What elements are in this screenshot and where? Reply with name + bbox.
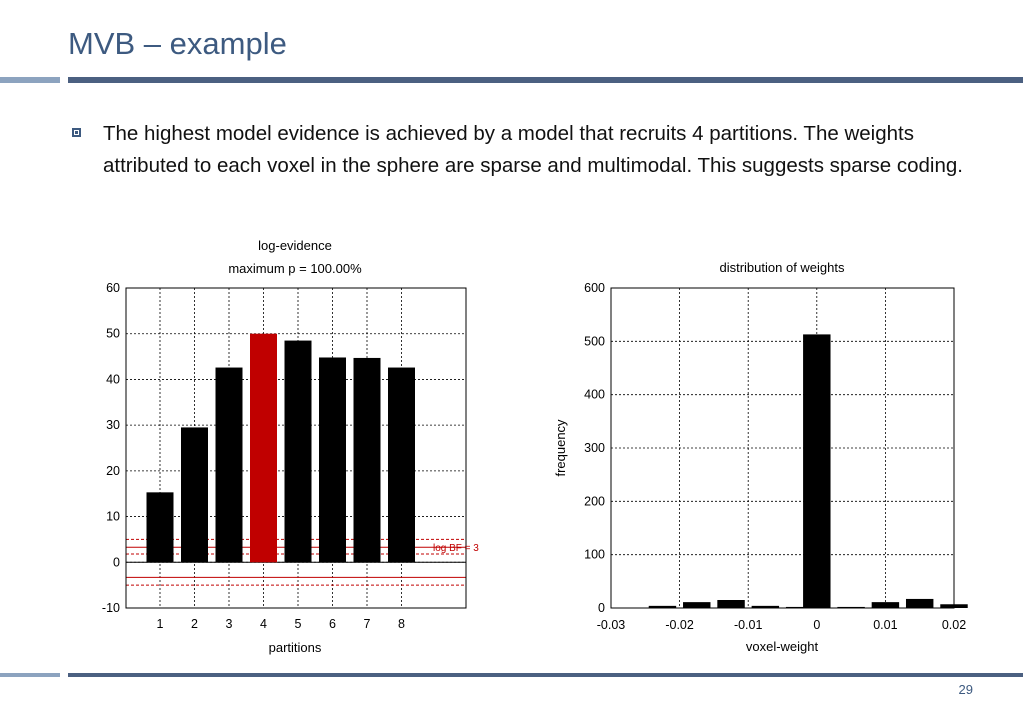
page-number: 29 bbox=[958, 682, 973, 697]
plot-frame bbox=[125, 287, 467, 609]
x-tick-label: 0.02 bbox=[942, 618, 966, 632]
bar bbox=[215, 367, 243, 563]
log-evidence-chart: log-evidence maximum p = 100.00% -10 0 10 2… bbox=[102, 238, 479, 655]
y-tick-label: 200 bbox=[584, 494, 605, 508]
title-rule bbox=[68, 77, 1023, 83]
x-tick-label: 5 bbox=[295, 617, 302, 631]
x-tick-label: 3 bbox=[226, 617, 233, 631]
histogram-bar bbox=[871, 602, 900, 608]
title-rule-accent bbox=[0, 77, 60, 83]
x-tick-label: 1 bbox=[157, 617, 164, 631]
x-axis-label: voxel-weight bbox=[746, 639, 819, 654]
footer-rule-accent bbox=[0, 673, 60, 677]
bar bbox=[388, 367, 415, 563]
x-tick-label: 2 bbox=[191, 617, 198, 631]
x-tick-labels: -0.03 -0.02 -0.01 0 0.01 0.02 bbox=[597, 618, 966, 632]
x-tick-label: 8 bbox=[398, 617, 405, 631]
y-tick-label: 40 bbox=[106, 372, 120, 386]
y-tick-label: -10 bbox=[102, 601, 120, 615]
y-tick-label: 0 bbox=[598, 601, 605, 615]
histogram-bar bbox=[717, 600, 745, 608]
x-tick-label: 0.01 bbox=[873, 618, 897, 632]
bullet-text: The highest model evidence is achieved b… bbox=[103, 122, 963, 177]
x-tick-label: 0 bbox=[813, 618, 820, 632]
y-tick-labels: -10 0 10 20 30 40 50 60 bbox=[102, 281, 120, 615]
y-tick-label: 30 bbox=[106, 418, 120, 432]
y-axis-label: frequency bbox=[553, 419, 568, 477]
y-tick-label: 300 bbox=[584, 441, 605, 455]
x-tick-label: -0.02 bbox=[665, 618, 694, 632]
x-axis-label: partitions bbox=[269, 640, 322, 655]
bar bbox=[284, 340, 312, 563]
histogram-bar bbox=[837, 606, 865, 608]
slide-title: MVB – example bbox=[68, 26, 287, 61]
bar bbox=[319, 357, 346, 563]
histogram-bar bbox=[803, 334, 831, 608]
grid bbox=[611, 288, 954, 608]
histogram-bar bbox=[785, 606, 814, 608]
square-bullet-icon bbox=[72, 128, 81, 137]
y-tick-labels: 0 100 200 300 400 500 600 bbox=[584, 281, 605, 615]
footer-rule bbox=[68, 673, 1023, 677]
bar bbox=[181, 427, 208, 563]
y-tick-label: 50 bbox=[106, 327, 120, 341]
histogram-bar bbox=[751, 605, 780, 608]
y-tick-label: 10 bbox=[106, 510, 120, 524]
chart-title: log-evidence bbox=[258, 238, 332, 253]
bar-highlight bbox=[250, 333, 277, 563]
histogram-bar bbox=[648, 605, 677, 608]
y-tick-label: 20 bbox=[106, 464, 120, 478]
bar bbox=[353, 357, 381, 563]
histogram-bar bbox=[683, 602, 711, 608]
bar bbox=[146, 492, 174, 563]
x-tick-label: 4 bbox=[260, 617, 267, 631]
x-tick-label: 7 bbox=[364, 617, 371, 631]
y-tick-label: 0 bbox=[113, 555, 120, 569]
y-tick-label: 60 bbox=[106, 281, 120, 295]
plot-frame bbox=[610, 287, 955, 609]
x-tick-label: -0.01 bbox=[734, 618, 763, 632]
histogram-bar bbox=[905, 598, 934, 608]
bars bbox=[146, 333, 415, 563]
y-tick-label: 100 bbox=[584, 548, 605, 562]
x-tick-labels: 1 2 3 4 5 6 7 8 bbox=[157, 617, 406, 631]
y-tick-label: 600 bbox=[584, 281, 605, 295]
y-tick-label: 400 bbox=[584, 388, 605, 402]
y-tick-label: 500 bbox=[584, 334, 605, 348]
bars bbox=[648, 334, 968, 608]
chart-title: distribution of weights bbox=[719, 260, 845, 275]
bf-label: log BF = 3 bbox=[433, 543, 479, 554]
weights-histogram-chart: distribution of weights 0 100 200 300 400 500… bbox=[553, 260, 968, 654]
chart-subtitle: maximum p = 100.00% bbox=[228, 261, 362, 276]
x-tick-label: 6 bbox=[329, 617, 336, 631]
x-tick-label: -0.03 bbox=[597, 618, 626, 632]
